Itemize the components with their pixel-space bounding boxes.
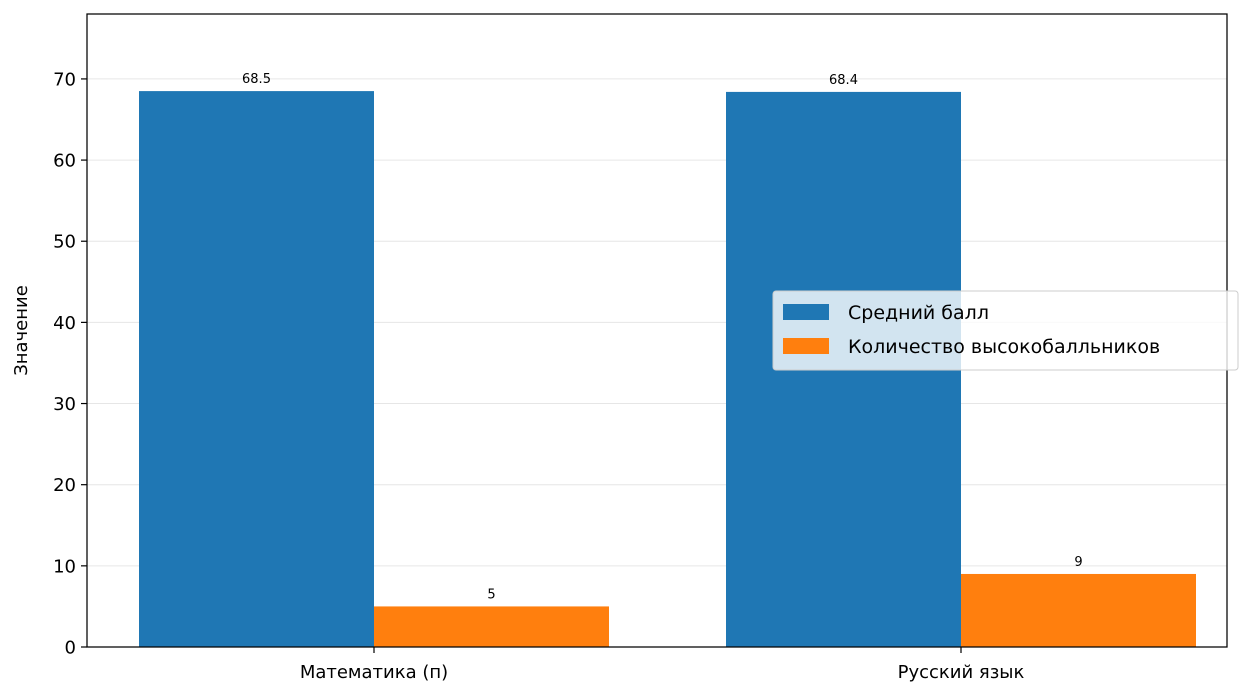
x-tick-label: Математика (п) xyxy=(300,662,448,683)
legend-swatch xyxy=(783,304,829,320)
legend-label: Средний балл xyxy=(848,302,989,324)
y-axis: 0 10 20 30 40 50 60 70 xyxy=(53,69,87,659)
y-axis-label: Значение xyxy=(11,285,32,376)
bar xyxy=(961,573,1196,647)
y-tick-label: 30 xyxy=(53,394,76,415)
y-tick-label: 60 xyxy=(53,151,76,172)
bar-value-labels: 68.5 5 68.4 9 xyxy=(242,72,1083,602)
y-tick-label: 40 xyxy=(53,313,76,334)
y-tick-label: 70 xyxy=(53,69,76,90)
legend: Средний балл Количество высокобалльников xyxy=(772,290,1239,371)
bar-value-label: 5 xyxy=(487,587,495,602)
legend-box xyxy=(772,290,1239,371)
bar-value-label: 9 xyxy=(1074,555,1082,570)
y-tick-label: 10 xyxy=(53,556,76,577)
bar xyxy=(374,606,609,647)
y-tick-label: 50 xyxy=(53,232,76,253)
x-axis: Математика (п) Русский язык xyxy=(300,647,1025,683)
y-tick-label: 0 xyxy=(65,638,76,659)
bar-value-label: 68.5 xyxy=(242,72,271,87)
y-tick-label: 20 xyxy=(53,475,76,496)
bars xyxy=(139,91,1196,648)
legend-label: Количество высокобалльников xyxy=(848,336,1160,358)
bar xyxy=(139,91,374,648)
bar-value-label: 68.4 xyxy=(829,73,858,88)
x-tick-label: Русский язык xyxy=(898,662,1025,683)
legend-swatch xyxy=(783,338,829,354)
